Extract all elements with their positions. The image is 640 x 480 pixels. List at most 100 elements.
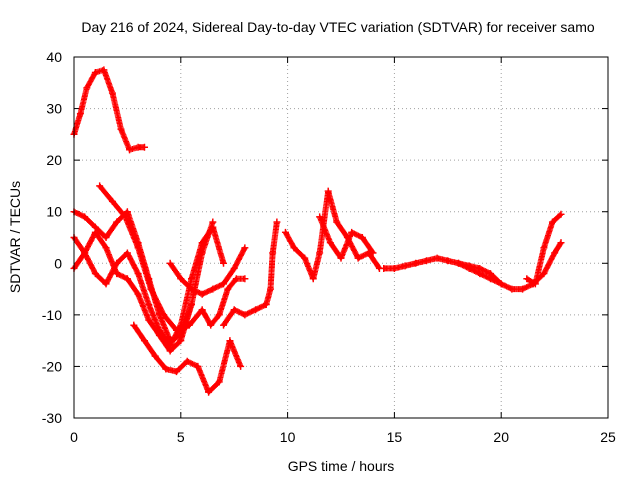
data-point bbox=[123, 249, 131, 257]
data-point bbox=[497, 280, 505, 288]
data-point bbox=[155, 311, 163, 319]
data-point bbox=[187, 285, 195, 293]
data-point bbox=[134, 290, 142, 298]
data-point bbox=[273, 218, 281, 226]
chart-title: Day 216 of 2024, Sidereal Day-to-day VTE… bbox=[81, 19, 594, 35]
y-tick-label: 40 bbox=[46, 49, 62, 65]
data-point bbox=[540, 270, 548, 278]
data-point bbox=[354, 254, 362, 262]
series-track bbox=[167, 244, 248, 298]
data-series bbox=[70, 66, 565, 396]
data-point bbox=[140, 143, 148, 151]
data-point bbox=[145, 275, 153, 283]
x-tick-label: 10 bbox=[280, 429, 296, 445]
series-sat-h bbox=[220, 218, 281, 329]
x-tick-label: 15 bbox=[387, 429, 403, 445]
data-point bbox=[117, 125, 125, 133]
data-point bbox=[209, 223, 217, 231]
data-point bbox=[390, 264, 398, 272]
series-sat-j bbox=[316, 213, 377, 262]
data-point bbox=[145, 301, 153, 309]
series-sat-i bbox=[281, 187, 383, 283]
data-point bbox=[548, 218, 556, 226]
data-point bbox=[91, 68, 99, 76]
series-track bbox=[380, 255, 505, 287]
data-point bbox=[326, 239, 334, 247]
data-point bbox=[207, 321, 215, 329]
data-point bbox=[241, 311, 249, 319]
data-point bbox=[358, 234, 366, 241]
data-point bbox=[108, 89, 116, 97]
data-point bbox=[194, 362, 202, 370]
data-point bbox=[220, 321, 228, 329]
data-point bbox=[557, 239, 565, 247]
data-point bbox=[412, 259, 420, 267]
x-axis-label: GPS time / hours bbox=[288, 458, 395, 474]
data-point bbox=[130, 321, 138, 329]
data-point bbox=[316, 213, 324, 221]
y-tick-label: 20 bbox=[46, 152, 62, 168]
axis-ticks: 0 5 10 15 20 25 -30 -20 -10 0 10 20 30 40 bbox=[42, 49, 616, 445]
data-point bbox=[134, 270, 142, 278]
data-point bbox=[155, 331, 163, 339]
data-point bbox=[540, 244, 548, 252]
data-point bbox=[81, 249, 89, 257]
data-point bbox=[187, 275, 195, 283]
data-point bbox=[281, 228, 289, 236]
data-point bbox=[252, 306, 260, 314]
data-point bbox=[226, 337, 234, 345]
data-point bbox=[309, 275, 317, 283]
x-tick-label: 0 bbox=[70, 429, 78, 445]
data-point bbox=[198, 306, 206, 314]
series-sat-a bbox=[70, 66, 148, 154]
series-sat-m bbox=[523, 210, 565, 288]
data-point bbox=[151, 352, 159, 360]
data-point bbox=[487, 275, 495, 283]
data-point bbox=[230, 264, 238, 272]
data-point bbox=[177, 337, 185, 345]
data-point bbox=[224, 285, 232, 293]
data-point bbox=[123, 275, 131, 283]
data-point bbox=[123, 208, 131, 216]
data-point bbox=[557, 210, 565, 218]
data-point bbox=[83, 84, 91, 92]
y-tick-label: 30 bbox=[46, 101, 62, 117]
data-point bbox=[177, 275, 185, 283]
y-tick-label: 10 bbox=[46, 204, 62, 220]
series-sat-g bbox=[166, 244, 249, 298]
data-point bbox=[76, 110, 84, 118]
y-tick-label: -10 bbox=[42, 307, 62, 323]
series-sat-f bbox=[130, 321, 245, 396]
data-point bbox=[237, 362, 245, 370]
data-point bbox=[91, 270, 99, 278]
data-point bbox=[126, 146, 134, 154]
data-point bbox=[102, 280, 110, 288]
data-point bbox=[551, 249, 559, 257]
series-sat-k bbox=[380, 254, 505, 288]
data-point bbox=[173, 368, 181, 376]
data-point bbox=[91, 228, 99, 236]
data-point bbox=[96, 182, 104, 190]
data-point bbox=[267, 285, 275, 293]
data-point bbox=[166, 259, 174, 267]
data-point bbox=[269, 249, 277, 257]
data-point bbox=[183, 357, 191, 365]
data-point bbox=[230, 306, 238, 314]
data-point bbox=[187, 301, 195, 309]
y-tick-label: -30 bbox=[42, 410, 62, 426]
data-point bbox=[134, 239, 142, 247]
data-point bbox=[140, 337, 148, 345]
data-point bbox=[444, 257, 452, 265]
data-point bbox=[262, 301, 270, 309]
data-point bbox=[401, 262, 409, 270]
data-point bbox=[380, 264, 388, 272]
series-track bbox=[282, 188, 383, 282]
data-point bbox=[232, 275, 240, 283]
x-tick-label: 20 bbox=[493, 429, 509, 445]
data-point bbox=[508, 285, 516, 293]
data-point bbox=[348, 228, 356, 236]
data-point bbox=[209, 285, 217, 293]
data-point bbox=[113, 270, 121, 278]
data-point bbox=[465, 264, 473, 272]
data-point bbox=[81, 213, 89, 221]
